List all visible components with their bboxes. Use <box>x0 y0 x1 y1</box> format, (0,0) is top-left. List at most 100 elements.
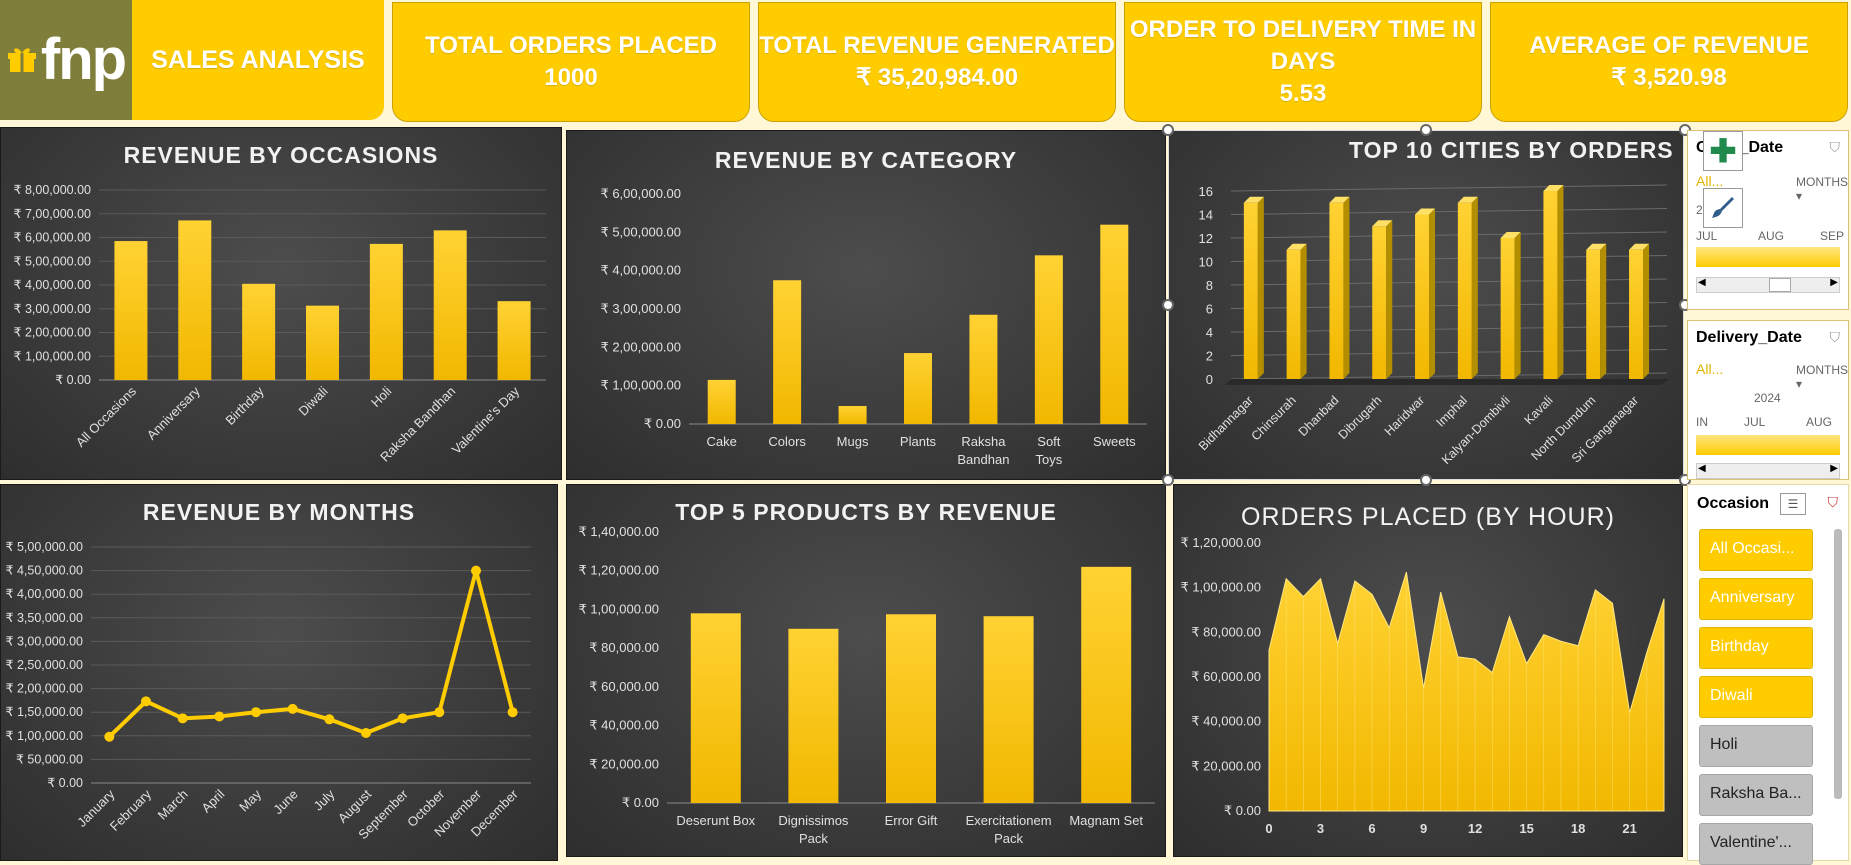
occasion-item[interactable]: All Occasi... <box>1699 529 1813 571</box>
x-tick-label: Deserunt Box <box>676 813 755 828</box>
kpi-label: AVERAGE OF REVENUE <box>1529 32 1809 59</box>
y-tick-label: ₹ 6,00,000.00 <box>600 186 681 201</box>
x-tick-label: 15 <box>1519 821 1533 836</box>
y-tick-label: ₹ 4,50,000.00 <box>6 564 84 578</box>
bar <box>983 616 1034 803</box>
bar-top <box>1586 243 1607 250</box>
y-tick-label: ₹ 4,00,000.00 <box>14 278 92 292</box>
resize-handle[interactable] <box>1162 124 1174 136</box>
bar <box>433 230 467 380</box>
clear-filter-icon[interactable]: ⛉ <box>1829 139 1841 155</box>
scroll-right-icon[interactable]: ▶ <box>1830 277 1838 288</box>
x-tick-label: Imphal <box>1434 393 1470 429</box>
slicer-all-label[interactable]: All... <box>1696 173 1724 189</box>
y-tick-label: 14 <box>1199 208 1213 223</box>
kpi-average-revenue: AVERAGE OF REVENUE ₹ 3,520.98 <box>1490 2 1848 122</box>
bar <box>1457 202 1472 379</box>
x-tick-label: 9 <box>1420 821 1427 836</box>
bar <box>838 405 867 424</box>
occasion-item[interactable]: Valentine'... <box>1699 823 1813 865</box>
kpi-value: 5.53 <box>1279 80 1327 107</box>
timeline-bar[interactable] <box>1696 247 1840 267</box>
list-scrollbar[interactable] <box>1834 529 1842 799</box>
bar <box>1372 226 1387 379</box>
scroll-thumb[interactable] <box>1769 278 1791 292</box>
scroll-right-icon[interactable]: ▶ <box>1830 463 1838 474</box>
occasion-item[interactable]: Birthday <box>1699 627 1813 669</box>
chart-revenue-by-category[interactable]: REVENUE BY CATEGORY ₹ 0.00 ₹ 1,00,000.00 ₹… <box>566 130 1166 480</box>
kpi-label: TOTAL ORDERS PLACED <box>424 32 718 59</box>
resize-handle[interactable] <box>1162 299 1174 311</box>
occasion-item[interactable]: Holi <box>1699 725 1813 767</box>
chart-revenue-by-months[interactable]: REVENUE BY MONTHS ₹ 0.00 ₹ 50,000.00 ₹ 1,0… <box>0 484 558 861</box>
period-select[interactable]: MONTHS ▾ <box>1796 363 1848 391</box>
x-tick-label: June <box>270 787 301 818</box>
kpi-label-2: DAYS <box>1270 48 1336 75</box>
bar <box>306 305 339 380</box>
y-tick-label: 12 <box>1199 231 1213 246</box>
chart-orders-by-hour[interactable]: ORDERS PLACED (BY HOUR) ₹ 0.00 ₹ 20,000.0… <box>1173 484 1683 857</box>
data-point <box>397 713 408 724</box>
kpi-total-orders: TOTAL ORDERS PLACED 1000 <box>392 2 750 122</box>
y-tick-label: ₹ 8,00,000.00 <box>14 183 92 197</box>
slicer-all-label[interactable]: All... <box>1696 361 1724 377</box>
y-tick-label: 16 <box>1199 184 1213 199</box>
y-tick-label: 8 <box>1206 278 1213 293</box>
y-tick-label: ₹ 1,20,000.00 <box>578 563 659 578</box>
bar <box>904 353 932 424</box>
y-tick-label: ₹ 6,00,000.00 <box>14 231 92 245</box>
data-point <box>177 713 188 724</box>
x-tick-label: 18 <box>1571 821 1585 836</box>
x-tick-label: Dibrugarh <box>1336 393 1385 442</box>
period-select[interactable]: MONTHS ▾ <box>1796 175 1848 203</box>
resize-handle[interactable] <box>1420 124 1432 136</box>
y-tick-label: ₹ 1,00,000.00 <box>6 729 84 743</box>
x-tick-label: 0 <box>1265 821 1272 836</box>
y-tick-label: ₹ 1,00,000.00 <box>14 349 92 363</box>
y-tick-label: ₹ 5,00,000.00 <box>6 540 84 554</box>
occasion-item[interactable]: Diwali <box>1699 676 1813 718</box>
bar <box>1586 249 1601 379</box>
chart-top-products[interactable]: TOP 5 PRODUCTS BY REVENUE ₹ 0.00 ₹ 20,000… <box>566 484 1166 857</box>
y-tick-label: 6 <box>1206 302 1213 317</box>
delivery-date-slicer[interactable]: Delivery_Date ⛉ All... MONTHS ▾ 2024 IN … <box>1687 320 1849 480</box>
bar <box>773 280 802 424</box>
timeline-bar[interactable] <box>1696 435 1840 455</box>
x-tick-label: Holi <box>368 383 395 410</box>
kpi-value: ₹ 3,520.98 <box>1611 64 1727 91</box>
x-tick-label: Exercitationem Pack <box>966 813 1052 846</box>
resize-handle[interactable] <box>1162 474 1174 486</box>
occasion-item[interactable]: Raksha Ba... <box>1699 774 1813 816</box>
bar-side <box>1429 208 1436 379</box>
occasion-item[interactable]: Anniversary <box>1699 578 1813 620</box>
x-tick-label: All Occasions <box>73 383 140 450</box>
timeline-scrollbar[interactable]: ◀ ▶ <box>1696 463 1840 479</box>
data-point <box>251 707 261 718</box>
occasion-slicer[interactable]: Occasion ☰ ⛉ All Occasi... Anniversary Bir… <box>1687 484 1849 865</box>
timeline-scrollbar[interactable]: ◀ ▶ <box>1696 277 1840 293</box>
y-tick-label: 0 <box>1206 372 1213 387</box>
x-tick-label: March <box>155 787 191 823</box>
y-tick-label: ₹ 1,00,000.00 <box>1180 580 1261 595</box>
bar-side <box>1300 243 1307 379</box>
scroll-left-icon[interactable]: ◀ <box>1698 463 1706 474</box>
brush-icon <box>1712 197 1734 218</box>
multi-select-icon[interactable]: ☰ <box>1780 493 1806 515</box>
clear-filter-icon[interactable]: ⛉ <box>1829 329 1841 345</box>
chart-revenue-by-occasions[interactable]: REVENUE BY OCCASIONS ₹ 0.00 ₹ 1,00,000.00… <box>0 127 562 480</box>
chart-top-cities[interactable]: TOP 10 CITIES BY ORDERS 0 2 4 6 8 10 12 14 16 Bid… <box>1168 130 1684 480</box>
chart-svg: ₹ 0.00 ₹ 1,00,000.00 ₹ 2,00,000.00 ₹ 3,00,0… <box>14 183 546 465</box>
bar-top <box>1500 232 1521 238</box>
add-element-button[interactable]: ✚ <box>1703 131 1743 171</box>
y-tick-label: ₹ 3,00,000.00 <box>6 634 84 648</box>
y-tick-label: 2 <box>1206 349 1213 364</box>
style-brush-button[interactable] <box>1703 188 1743 228</box>
bar <box>969 314 998 424</box>
x-tick-label: 3 <box>1317 821 1324 836</box>
slicer-title: Occasion <box>1697 495 1770 512</box>
clear-filter-icon[interactable]: ⛉ <box>1827 494 1839 510</box>
chart-title: ORDERS PLACED (BY HOUR) <box>1241 503 1615 531</box>
resize-handle[interactable] <box>1420 474 1432 486</box>
scroll-left-icon[interactable]: ◀ <box>1698 277 1706 288</box>
data-point <box>287 703 298 714</box>
